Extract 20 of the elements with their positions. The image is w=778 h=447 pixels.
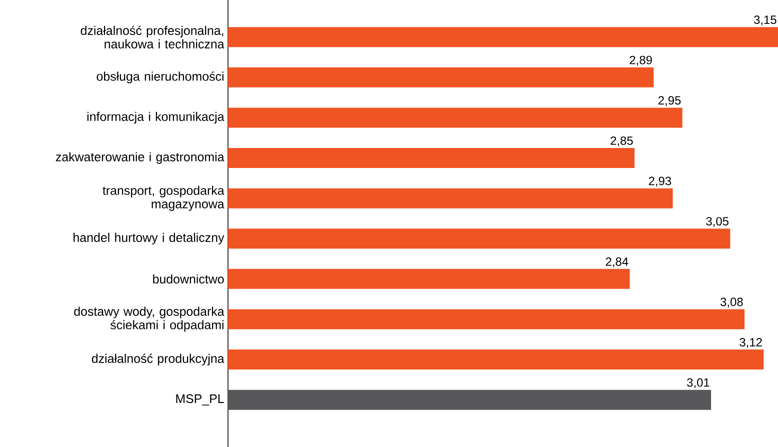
data-label: 2,85 (610, 136, 633, 146)
y-tick-label: handel hurtowy i detaliczny (74, 232, 224, 244)
y-tick-label: działalność profesjonalna, naukowa i techniczna (80, 26, 224, 48)
y-tick-label: informacja i komunikacja (87, 112, 224, 124)
data-label: 3,15 (754, 16, 776, 26)
y-tick-label: transport, gospodarka magazynowa (102, 186, 224, 211)
y-tick-label: MSP_PL (176, 394, 224, 406)
y-tick-label: dostawy wody, gospodarka ściekami i odpadami (74, 306, 224, 332)
y-tick-label: budownictwo (153, 274, 224, 284)
data-label: 2,84 (606, 257, 628, 268)
data-label: 3,12 (740, 338, 762, 348)
y-tick-label: obsługa nieruchomości (96, 72, 224, 84)
data-label: 3,01 (687, 378, 710, 388)
data-label: 3,05 (706, 217, 728, 227)
data-label: 2,89 (630, 56, 652, 66)
data-label: 2,95 (658, 96, 681, 106)
data-label: 2,93 (648, 176, 672, 187)
y-tick-label: działalność produkcyjna (92, 354, 224, 366)
y-tick-label: zakwaterowanie i gastronomia (56, 152, 224, 164)
data-label: 3,08 (720, 298, 743, 308)
